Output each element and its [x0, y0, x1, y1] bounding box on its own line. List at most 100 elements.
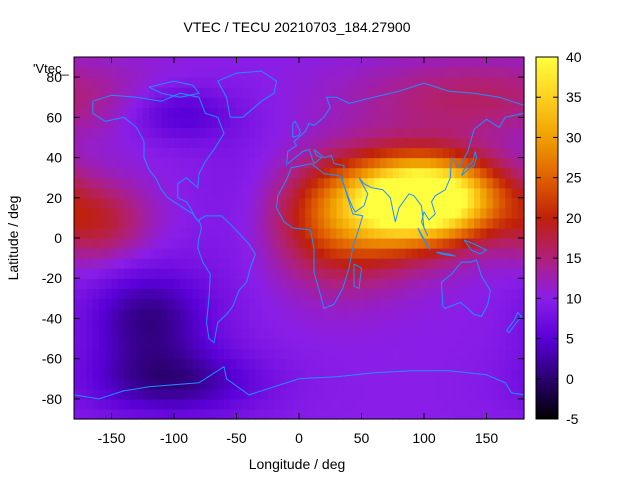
heatmap-cell: [161, 117, 169, 128]
heatmap-cell: [505, 207, 513, 219]
heatmap-cell: [361, 238, 369, 249]
heatmap-cell: [224, 177, 231, 189]
heatmap-cell: [349, 328, 356, 340]
heatmap-cell: [430, 318, 438, 330]
heatmap-cell: [430, 157, 438, 169]
heatmap-cell: [286, 207, 294, 219]
heatmap-cell: [324, 67, 331, 78]
heatmap-cell: [199, 238, 206, 249]
heatmap-cell: [511, 238, 519, 249]
heatmap-cell: [111, 97, 119, 108]
legend-key-label: 'Vtec_: [33, 61, 69, 76]
heatmap-cell: [174, 338, 181, 350]
heatmap-cell: [436, 328, 444, 340]
heatmap-cell: [167, 207, 175, 219]
heatmap-cell: [167, 348, 175, 360]
heatmap-cell: [305, 388, 313, 400]
heatmap-cell: [230, 87, 238, 98]
heatmap-cell: [267, 258, 275, 269]
heatmap-cell: [186, 268, 194, 279]
heatmap-cell: [199, 197, 206, 209]
heatmap-cell: [86, 308, 94, 320]
heatmap-cell: [117, 328, 125, 340]
heatmap-cell: [405, 127, 413, 139]
heatmap-cell: [180, 107, 188, 118]
heatmap-cell: [486, 97, 494, 108]
heatmap-cell: [411, 248, 419, 259]
heatmap-cell: [305, 378, 313, 390]
heatmap-cell: [217, 87, 225, 98]
heatmap-cell: [224, 378, 231, 390]
heatmap-cell: [292, 278, 300, 289]
heatmap-cell: [342, 318, 350, 330]
heatmap-cell: [399, 288, 406, 299]
heatmap-cell: [242, 197, 250, 209]
heatmap-cell: [274, 348, 281, 360]
heatmap-cell: [161, 127, 169, 139]
heatmap-cell: [99, 308, 106, 320]
heatmap-cell: [155, 147, 163, 159]
heatmap-cell: [355, 97, 363, 108]
heatmap-cell: [324, 348, 331, 360]
heatmap-cell: [224, 298, 231, 309]
heatmap-cell: [442, 258, 450, 269]
heatmap-cell: [130, 227, 138, 239]
heatmap-cell: [199, 408, 206, 420]
heatmap-cell: [417, 187, 425, 199]
heatmap-cell: [392, 217, 400, 229]
heatmap-cell: [136, 87, 144, 98]
heatmap-cell: [217, 97, 225, 108]
heatmap-cell: [267, 288, 275, 299]
heatmap-cell: [455, 217, 463, 229]
heatmap-cell: [461, 268, 469, 279]
heatmap-cell: [286, 258, 294, 269]
heatmap-cell: [492, 308, 500, 320]
heatmap-cell: [199, 328, 206, 340]
heatmap-cell: [80, 388, 88, 400]
heatmap-cell: [374, 207, 381, 219]
heatmap-cell: [161, 278, 169, 289]
heatmap-cell: [180, 87, 188, 98]
heatmap-cell: [292, 258, 300, 269]
heatmap-cell: [236, 238, 244, 249]
heatmap-cell: [199, 398, 206, 410]
heatmap-cell: [474, 97, 481, 108]
heatmap-cell: [355, 408, 363, 420]
heatmap-cell: [430, 207, 438, 219]
heatmap-cell: [236, 278, 244, 289]
heatmap-cell: [461, 378, 469, 390]
heatmap-cell: [136, 338, 144, 350]
heatmap-cell: [249, 97, 256, 108]
heatmap-cell: [224, 77, 231, 88]
heatmap-cell: [449, 157, 456, 169]
heatmap-cell: [124, 348, 131, 360]
heatmap-cell: [267, 388, 275, 400]
heatmap-cell: [117, 207, 125, 219]
heatmap-cell: [261, 57, 269, 68]
y-tick-label: 80: [46, 69, 62, 85]
heatmap-cell: [405, 398, 413, 410]
heatmap-cell: [105, 207, 113, 219]
heatmap-cell: [486, 207, 494, 219]
heatmap-cell: [455, 147, 463, 159]
heatmap-cell: [492, 268, 500, 279]
heatmap-cell: [411, 258, 419, 269]
heatmap-cell: [299, 348, 306, 360]
heatmap-cell: [242, 268, 250, 279]
heatmap-cell: [142, 358, 150, 370]
heatmap-cell: [417, 388, 425, 400]
heatmap-cell: [386, 318, 394, 330]
heatmap-cell: [511, 398, 519, 410]
heatmap-cell: [436, 127, 444, 139]
heatmap-cell: [449, 358, 456, 370]
heatmap-cell: [286, 408, 294, 420]
heatmap-cell: [136, 238, 144, 249]
heatmap-cell: [442, 408, 450, 420]
heatmap-cell: [299, 227, 306, 239]
heatmap-cell: [392, 67, 400, 78]
heatmap-cell: [205, 137, 213, 149]
heatmap-cell: [349, 288, 356, 299]
heatmap-cell: [261, 378, 269, 390]
heatmap-cell: [449, 318, 456, 330]
heatmap-cell: [130, 378, 138, 390]
